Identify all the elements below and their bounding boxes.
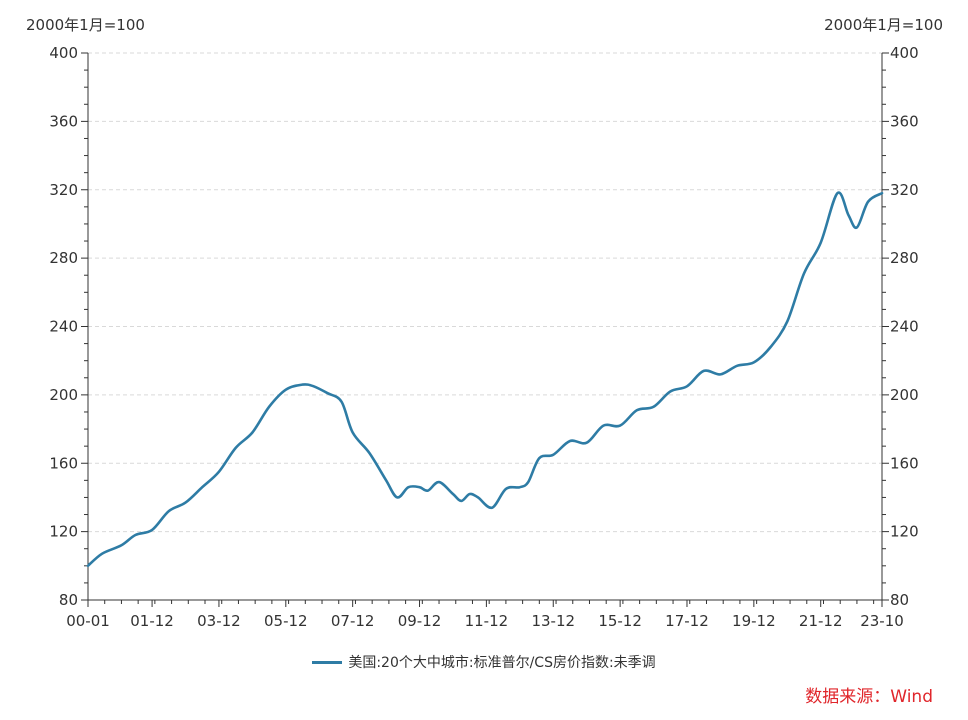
right-y-tick-label: 120 [890,523,919,541]
right-y-tick-label: 400 [890,44,919,62]
x-tick-label: 01-12 [130,612,174,630]
axes: 80 80 120 120 160 160 200 200 240 240 280 280 320 320… [49,44,918,630]
x-tick-label: 19-12 [732,612,776,630]
left-y-tick-label: 360 [49,112,78,130]
series-layer [86,191,884,568]
x-tick-label: 21-12 [799,612,843,630]
left-axis-unit-label: 2000年1月=100 [26,16,145,34]
right-y-tick-label: 80 [890,591,909,609]
right-y-tick-label: 240 [890,318,919,336]
x-tick-label: 03-12 [197,612,241,630]
x-tick-label: 05-12 [264,612,308,630]
left-y-tick-label: 280 [49,249,78,267]
x-tick-label: 13-12 [531,612,575,630]
x-tick-label: 23-10 [860,612,904,630]
legend-series-label: 美国:20个大中城市:标准普尔/CS房价指数:未季调 [348,655,656,671]
right-y-tick-label: 280 [890,249,919,267]
right-y-tick-label: 200 [890,386,919,404]
series-line [86,191,884,568]
data-source-label: 数据来源：Wind [805,687,933,707]
legend-swatch [312,660,343,664]
left-y-tick-label: 160 [49,454,78,472]
x-tick-label: 15-12 [598,612,642,630]
x-tick-label: 17-12 [665,612,709,630]
legend: 美国:20个大中城市:标准普尔/CS房价指数:未季调 [0,652,968,672]
left-y-tick-label: 320 [49,181,78,199]
x-tick-label: 11-12 [465,612,509,630]
left-y-tick-label: 120 [49,523,78,541]
left-y-tick-label: 400 [49,44,78,62]
gridlines [88,52,882,533]
right-y-tick-label: 360 [890,112,919,130]
left-y-tick-label: 80 [59,591,78,609]
right-axis-unit-label: 2000年1月=100 [824,16,943,34]
x-tick-label: 00-01 [66,612,110,630]
left-y-tick-label: 200 [49,386,78,404]
left-y-tick-label: 240 [49,318,78,336]
x-tick-label: 09-12 [398,612,442,630]
right-y-tick-label: 320 [890,181,919,199]
x-tick-label: 07-12 [331,612,375,630]
right-y-tick-label: 160 [890,454,919,472]
